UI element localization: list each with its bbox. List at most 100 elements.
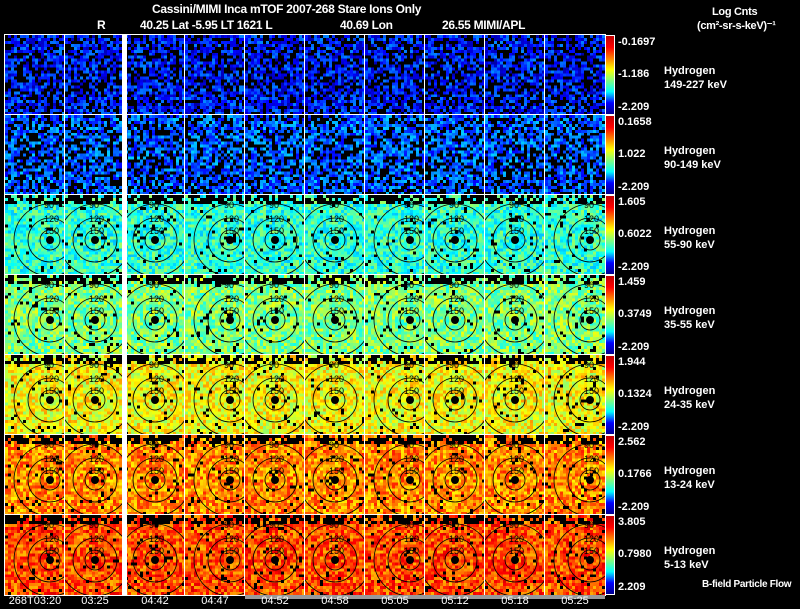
- saturn-marker: [331, 236, 339, 244]
- field-contours: 150 120 90: [485, 440, 545, 515]
- contour-line: [305, 363, 365, 435]
- heatmap-panel: 150 120 90: [424, 514, 486, 596]
- saturn-marker: [151, 476, 159, 484]
- channel-label: Hydrogen 24-35 keV: [664, 384, 715, 412]
- field-contours: 150 120 90: [13, 520, 65, 595]
- contour-label: 120: [89, 534, 104, 544]
- saturn-marker: [406, 476, 414, 484]
- field-contours: 150 120 90: [485, 280, 545, 355]
- heatmap-cells: [245, 35, 305, 115]
- heatmap-panel: 150 120 90: [184, 434, 246, 516]
- contour-line: [432, 217, 478, 263]
- field-contours: 150 120 90: [65, 360, 125, 435]
- contour-label: 90: [404, 280, 414, 290]
- contour-line: [387, 297, 425, 343]
- field-contours: 150 120 90: [553, 440, 605, 515]
- contour-line: [207, 537, 245, 583]
- contour-label: 120: [329, 294, 344, 304]
- contour-label: 150: [44, 546, 59, 556]
- contour-label: 90: [329, 440, 339, 450]
- info-r: R: [97, 18, 106, 32]
- heatmap-panel: 150 120 90: [244, 194, 306, 276]
- contour-line: [13, 203, 65, 275]
- heatmap-panel: 150 120 90: [544, 514, 606, 596]
- contour-line: [39, 229, 61, 251]
- time-label: 03:25: [81, 595, 109, 607]
- contour-label: 120: [329, 534, 344, 544]
- saturn-marker: [91, 396, 99, 404]
- heatmap-cells: [485, 115, 545, 195]
- contour-line: [27, 537, 65, 583]
- colorbar-mid-label: 0.1324: [618, 388, 652, 400]
- heatmap-panel: 150 120 90: [184, 514, 246, 596]
- heatmap-panel: 150 120 90: [484, 274, 546, 356]
- saturn-marker: [451, 236, 459, 244]
- colorbar-mid-label: -1.186: [618, 68, 650, 80]
- saturn-marker: [226, 236, 234, 244]
- heatmap-panel: 150 120 90: [544, 354, 606, 436]
- heatmap-panel: 150 120 90: [4, 194, 66, 276]
- contour-label: 150: [89, 306, 104, 316]
- contour-line: [387, 537, 425, 583]
- colorbar-max-label: 2.562: [618, 436, 646, 448]
- contour-line: [324, 229, 346, 251]
- contour-label: 150: [584, 466, 599, 476]
- contour-label: 90: [449, 280, 459, 290]
- contour-label: 120: [329, 454, 344, 464]
- contour-label: 150: [44, 306, 59, 316]
- contour-label: 120: [89, 294, 104, 304]
- heatmap-panel: [364, 34, 426, 116]
- field-contours: 150 120 90: [373, 280, 425, 355]
- contour-line: [312, 217, 358, 263]
- contour-line: [125, 443, 185, 515]
- contour-line: [312, 297, 358, 343]
- heatmap-cells: [305, 35, 365, 115]
- contour-line: [264, 309, 286, 331]
- heatmap-panel: 150 120 90: [64, 354, 126, 436]
- contour-line: [444, 469, 466, 491]
- contour-label: 150: [149, 546, 164, 556]
- field-contours: 150 120 90: [425, 280, 485, 355]
- heatmap-cells: [305, 115, 365, 195]
- heatmap-panel: 150 120 90: [64, 514, 126, 596]
- species-label: Hydrogen: [664, 145, 716, 157]
- contour-label: 120: [269, 534, 284, 544]
- field-contours: 150 120 90: [305, 440, 365, 515]
- contour-line: [84, 549, 106, 571]
- contour-line: [144, 389, 166, 411]
- heatmap-panel: 150 120 90: [304, 354, 366, 436]
- saturn-marker: [46, 236, 54, 244]
- time-label: 05:18: [501, 595, 529, 607]
- colorbar-mid-label: 0.3749: [618, 308, 652, 320]
- field-contours: 150 120 90: [13, 280, 65, 355]
- contour-label: 90: [509, 280, 519, 290]
- saturn-marker: [451, 316, 459, 324]
- contour-line: [132, 297, 178, 343]
- colorbar: [605, 275, 615, 355]
- heatmap-panel: 150 120 90: [244, 514, 306, 596]
- contour-label: 150: [89, 546, 104, 556]
- field-contours: 150 120 90: [65, 520, 125, 595]
- heatmap-cells: [545, 115, 605, 195]
- saturn-marker: [451, 556, 459, 564]
- contour-label: 90: [149, 200, 159, 210]
- contour-label: 90: [89, 360, 99, 370]
- colorbar: [605, 355, 615, 435]
- contour-line: [72, 537, 118, 583]
- contour-line: [399, 229, 421, 251]
- contour-line: [567, 377, 605, 423]
- contour-label: 90: [224, 360, 234, 370]
- contour-line: [373, 523, 425, 595]
- heatmap-cells: [425, 115, 485, 195]
- contour-line: [132, 457, 178, 503]
- contour-line: [579, 389, 601, 411]
- contour-line: [125, 203, 185, 275]
- field-contours: 150 120 90: [193, 280, 245, 355]
- contour-line: [492, 297, 538, 343]
- contour-line: [125, 283, 185, 355]
- contour-line: [553, 443, 605, 515]
- channel-label: Hydrogen 5-13 keV: [664, 544, 715, 572]
- contour-label: 150: [269, 226, 284, 236]
- channel-label: Hydrogen 35-55 keV: [664, 304, 715, 332]
- saturn-marker: [271, 236, 279, 244]
